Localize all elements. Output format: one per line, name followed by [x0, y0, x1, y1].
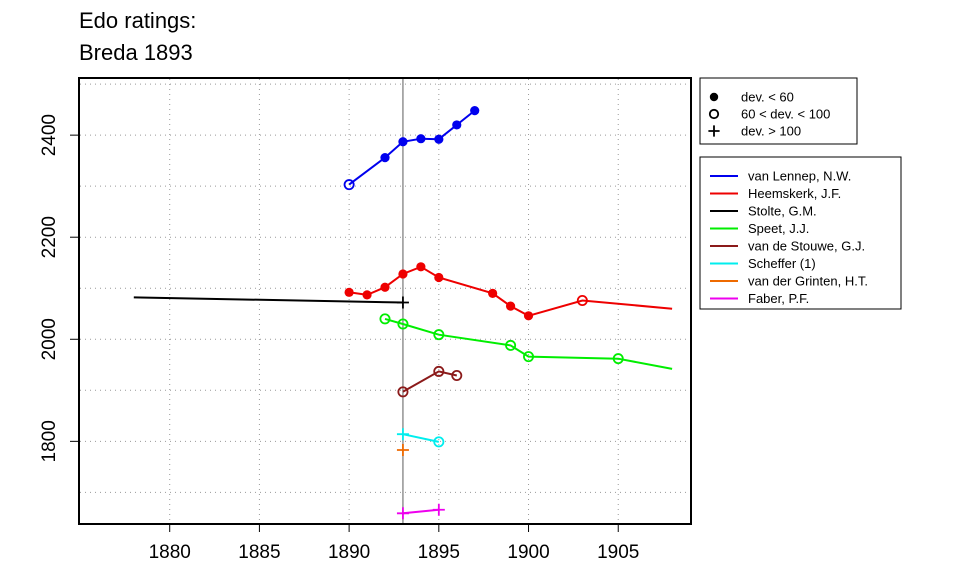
legend-entry: Scheffer (1) — [748, 256, 816, 271]
data-point — [362, 290, 372, 300]
series-line — [402, 433, 440, 443]
data-point — [505, 301, 516, 311]
series-van-der-grinten-h-t — [396, 444, 409, 457]
series-heemskerk-j-f — [344, 262, 673, 321]
marker-legend: dev. < 60 60 < dev. < 100 dev. > 100 — [699, 77, 858, 145]
x-axis: 1880 1885 1890 1895 1900 1905 — [149, 524, 639, 563]
series-speet-j-j — [379, 313, 673, 370]
data-point — [416, 134, 426, 144]
data-point — [576, 294, 588, 306]
data-point — [505, 339, 517, 351]
data-point — [432, 503, 445, 516]
data-point — [523, 351, 535, 363]
data-point — [380, 282, 390, 292]
series-faber-p-f — [396, 503, 445, 520]
data-point — [396, 428, 409, 441]
legend-entry: van der Grinten, H.T. — [748, 274, 868, 289]
data-point — [379, 313, 391, 325]
data-point — [397, 386, 409, 398]
data-point — [523, 311, 534, 321]
y-tick-label: 2000 — [39, 318, 60, 360]
series-legend-box — [699, 156, 902, 310]
plot-frame — [78, 77, 692, 525]
y-tick-label: 1800 — [39, 420, 60, 462]
x-tick-label: 1885 — [238, 542, 280, 563]
data-point — [398, 137, 408, 147]
legend-marker-open — [708, 108, 720, 120]
data-point — [451, 370, 463, 382]
data-point — [488, 288, 498, 298]
data-point — [433, 365, 445, 377]
x-tick-label: 1895 — [418, 542, 460, 563]
data-point — [470, 106, 480, 116]
data-point — [434, 272, 444, 283]
y-axis: 1800 2000 2200 2400 — [39, 114, 79, 462]
y-tick-label: 2200 — [39, 216, 60, 258]
series-van-lennep-n-w — [343, 106, 480, 191]
series-line — [133, 296, 403, 304]
data-point — [416, 262, 426, 272]
series-legend: van Lennep, N.W. Heemskerk, J.F. Stolte, G… — [699, 156, 902, 310]
x-tick-label: 1905 — [597, 542, 639, 563]
data-point — [380, 152, 390, 163]
data-point — [396, 296, 409, 309]
x-tick-label: 1890 — [328, 542, 370, 563]
legend-marker-plus — [708, 125, 720, 137]
chart-title-line-2: Breda 1893 — [79, 40, 193, 65]
data-point — [433, 436, 445, 448]
data-point — [433, 329, 445, 341]
grid-lines — [80, 79, 690, 523]
legend-entry: Speet, J.J. — [748, 221, 809, 236]
series-scheffer-1 — [396, 428, 445, 448]
chart-title-line-1: Edo ratings: — [79, 8, 196, 33]
x-tick-label: 1880 — [149, 542, 191, 563]
data-point — [343, 179, 355, 191]
series-line — [402, 370, 458, 393]
x-tick-label: 1900 — [507, 542, 549, 563]
y-tick-label: 2400 — [39, 114, 60, 156]
data-point — [397, 318, 409, 330]
data-point — [612, 353, 624, 365]
data-point — [344, 287, 354, 297]
legend-entry: Faber, P.F. — [748, 291, 809, 306]
series-line — [384, 317, 673, 370]
marker-legend-label: dev. > 100 — [741, 124, 801, 139]
legend-entry: Heemskerk, J.F. — [748, 186, 841, 201]
data-point — [452, 120, 462, 130]
data-point — [434, 134, 444, 144]
marker-legend-label: 60 < dev. < 100 — [741, 107, 830, 122]
data-point — [396, 507, 409, 520]
legend-marker-filled — [709, 92, 719, 102]
series-layer — [133, 106, 673, 520]
series-van-de-stouwe-g-j — [397, 365, 463, 398]
marker-legend-box — [699, 77, 858, 145]
series-stolte-g-m — [133, 296, 409, 309]
data-point — [396, 444, 409, 457]
legend-entry: van Lennep, N.W. — [748, 169, 851, 184]
marker-legend-label: dev. < 60 — [741, 90, 794, 105]
data-point — [398, 269, 408, 279]
legend-entry: van de Stouwe, G.J. — [748, 239, 865, 254]
legend-entry: Stolte, G.M. — [748, 204, 817, 219]
